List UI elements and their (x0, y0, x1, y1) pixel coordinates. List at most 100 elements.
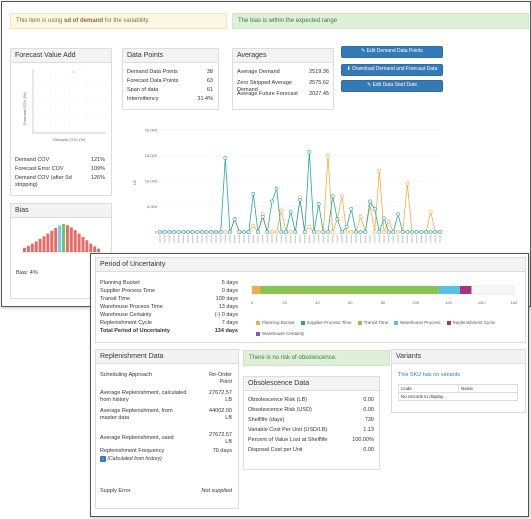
data-point[interactable] (326, 153, 330, 158)
data-point[interactable] (312, 230, 316, 234)
data-point[interactable] (358, 230, 363, 234)
data-point[interactable] (228, 230, 232, 234)
data-point[interactable] (316, 202, 321, 206)
edit-data-start-date-button[interactable]: ✎ Edit Data Start Date (341, 80, 443, 92)
bias-bar (26, 245, 30, 252)
data-point[interactable] (428, 230, 433, 234)
data-point[interactable] (368, 199, 372, 204)
data-point[interactable] (396, 212, 400, 217)
data-point[interactable] (358, 214, 363, 219)
data-point[interactable] (162, 230, 167, 234)
data-point[interactable] (204, 230, 209, 234)
data-point[interactable] (349, 207, 354, 211)
stat-row: Total Period of Uncertainty 134 days (100, 328, 238, 335)
data-point[interactable] (405, 230, 410, 234)
data-point[interactable] (340, 230, 344, 234)
data-point[interactable] (405, 181, 410, 186)
data-point[interactable] (195, 230, 200, 234)
data-point[interactable] (167, 230, 172, 234)
col-code[interactable]: Code (398, 384, 459, 393)
data-point[interactable] (302, 230, 307, 234)
data-point[interactable] (158, 230, 162, 234)
x-tick-mark (350, 235, 352, 243)
data-point[interactable] (344, 225, 349, 229)
data-point[interactable] (265, 230, 270, 234)
pou-legend: Planning Bucket Supplier Process Time Tran… (256, 320, 496, 336)
data-point[interactable] (209, 230, 214, 234)
data-point[interactable] (223, 156, 228, 160)
col-name[interactable]: Name (458, 384, 518, 393)
data-point[interactable] (186, 230, 190, 234)
data-point[interactable] (214, 230, 218, 234)
data-point[interactable] (260, 214, 265, 219)
data-point[interactable] (181, 230, 186, 234)
data-point[interactable] (307, 150, 312, 154)
data-point[interactable] (386, 230, 391, 234)
stat-label: Warehouse Process Time (100, 304, 163, 310)
data-point[interactable] (218, 230, 223, 234)
no-variants-link[interactable]: This SKU has no variants (398, 372, 461, 378)
data-point[interactable] (330, 230, 335, 234)
data-point[interactable] (428, 209, 433, 214)
x-tick-mark (360, 235, 362, 243)
data-point[interactable] (251, 191, 256, 196)
data-point[interactable] (176, 230, 181, 234)
data-point[interactable] (270, 199, 274, 204)
data-point[interactable] (200, 230, 204, 234)
data-point[interactable] (270, 230, 274, 234)
data-point[interactable] (284, 230, 288, 234)
data-point[interactable] (382, 216, 386, 221)
data-point[interactable] (321, 230, 326, 234)
data-point[interactable] (396, 230, 400, 234)
info-icon[interactable]: i (100, 456, 106, 462)
edit-demand-data-points-button[interactable]: ✎ Edit Demand Data Points (341, 46, 443, 58)
data-point[interactable] (326, 230, 330, 234)
data-point[interactable] (433, 230, 438, 234)
data-point[interactable] (414, 230, 419, 234)
pou-axis-label: 0 (251, 300, 254, 305)
data-point[interactable] (377, 168, 382, 173)
x-tick-mark (224, 235, 226, 243)
data-point[interactable] (386, 219, 391, 224)
data-point[interactable] (251, 223, 256, 228)
data-point[interactable] (438, 230, 442, 234)
data-point[interactable] (419, 230, 424, 234)
data-point[interactable] (274, 186, 279, 191)
data-point[interactable] (293, 230, 298, 234)
data-point[interactable] (232, 217, 237, 222)
data-point[interactable] (330, 194, 335, 199)
data-point[interactable] (307, 225, 312, 229)
data-point[interactable] (279, 208, 284, 213)
data-point[interactable] (349, 230, 354, 234)
data-point[interactable] (354, 230, 358, 234)
data-point[interactable] (410, 230, 414, 234)
data-point[interactable] (274, 230, 279, 234)
data-point[interactable] (316, 230, 321, 234)
data-point[interactable] (335, 217, 340, 222)
data-point[interactable] (377, 230, 382, 234)
data-point[interactable] (288, 230, 293, 234)
data-point[interactable] (237, 230, 242, 234)
data-point[interactable] (223, 230, 228, 234)
download-data-button[interactable]: ⬇ Download Demand and Forecast Data (341, 64, 443, 76)
data-point[interactable] (298, 197, 302, 202)
data-point[interactable] (391, 230, 396, 234)
data-point[interactable] (256, 230, 260, 234)
data-point[interactable] (279, 230, 284, 234)
data-point[interactable] (382, 230, 386, 234)
data-point[interactable] (372, 207, 377, 211)
data-point[interactable] (400, 230, 405, 234)
data-point[interactable] (424, 230, 428, 234)
bias-bar (62, 224, 65, 252)
data-point[interactable] (340, 194, 344, 199)
data-point[interactable] (344, 230, 349, 234)
data-point[interactable] (288, 209, 293, 214)
data-point[interactable] (242, 230, 246, 234)
data-point[interactable] (246, 230, 251, 234)
bias-bar (93, 246, 97, 252)
x-tick-mark (159, 235, 161, 243)
data-point[interactable] (190, 230, 195, 234)
data-point[interactable] (372, 230, 377, 234)
data-point[interactable] (172, 230, 176, 234)
data-point[interactable] (363, 230, 368, 234)
